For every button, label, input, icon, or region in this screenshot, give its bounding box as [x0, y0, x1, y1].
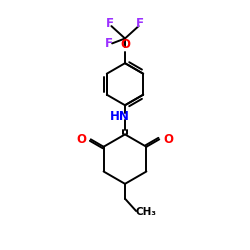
- Text: O: O: [163, 133, 173, 146]
- Text: O: O: [120, 38, 130, 51]
- Text: F: F: [106, 17, 114, 30]
- Text: F: F: [136, 17, 144, 30]
- Text: CH₃: CH₃: [135, 207, 156, 217]
- Text: F: F: [104, 37, 112, 50]
- Text: O: O: [77, 133, 87, 146]
- Text: HN: HN: [110, 110, 130, 123]
